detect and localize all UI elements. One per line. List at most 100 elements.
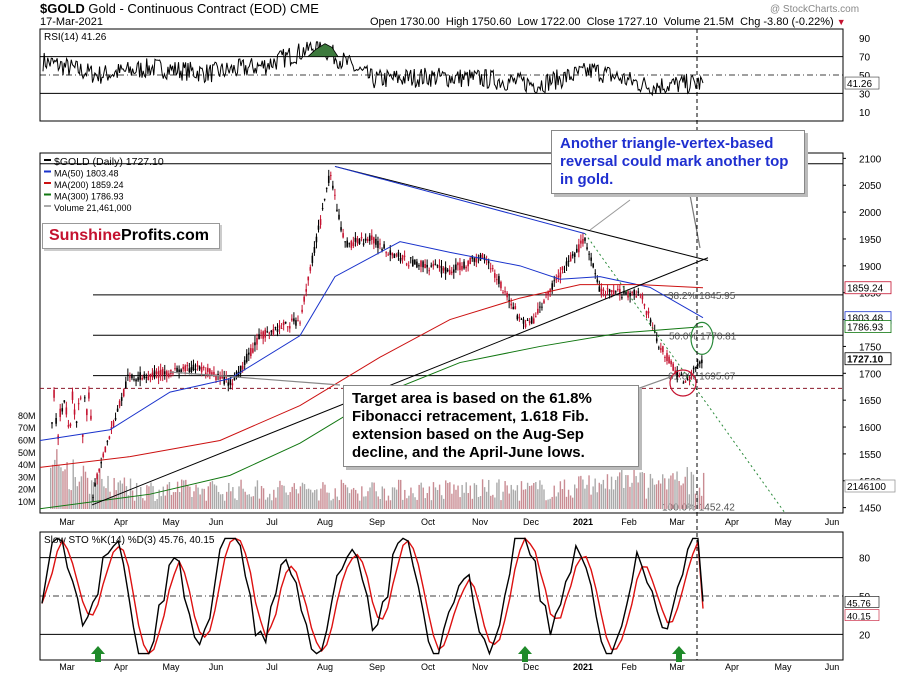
candle-body [120, 397, 123, 401]
volume-bar [258, 498, 261, 509]
price-tick-label: 1900 [859, 262, 882, 273]
volume-bar [633, 468, 635, 509]
candle-body [202, 366, 205, 368]
volume-bar [199, 494, 201, 509]
candle-body [393, 254, 396, 258]
candle-body [377, 240, 379, 248]
candle-body [297, 320, 299, 322]
ma-line-ma200 [39, 284, 704, 468]
candle-body [73, 409, 76, 415]
candle-body [617, 288, 619, 291]
candle-body [592, 263, 594, 268]
volume-bar [637, 482, 639, 509]
candle-body [647, 311, 650, 314]
price-x-label: Jun [209, 517, 224, 527]
candle-body [389, 250, 392, 255]
candle-body [61, 408, 64, 412]
volume-bar [397, 479, 400, 509]
volume-bar [580, 475, 582, 509]
candle-body [313, 246, 316, 253]
volume-bar [285, 492, 287, 509]
volume-bar [361, 486, 363, 509]
volume-bar [350, 489, 353, 509]
candle-body [563, 271, 566, 273]
candle-body [371, 235, 373, 241]
candle-body [412, 259, 414, 267]
volume-bar [451, 493, 453, 509]
candle-body [356, 238, 359, 244]
candle-body [432, 264, 435, 267]
volume-bar [639, 472, 641, 509]
price-tag-box [844, 352, 892, 366]
volume-bar [70, 490, 72, 509]
candle-body [535, 316, 537, 318]
volume-bar [131, 490, 134, 509]
candle-body [461, 265, 463, 270]
volume-bar [115, 490, 117, 509]
volume-bar [334, 488, 336, 509]
volume-bar [62, 471, 64, 509]
candle-body [336, 209, 338, 211]
candle-body [633, 289, 635, 296]
candle-body [664, 357, 666, 359]
volume-bar [357, 493, 359, 509]
candle-body [567, 260, 570, 262]
candle-body [352, 242, 355, 246]
sto-x-label: Apr [114, 662, 128, 672]
candle-body [551, 283, 553, 290]
candle-body [215, 375, 217, 381]
volume-bar [226, 491, 228, 509]
volume-bar [299, 486, 302, 509]
candle-body [325, 187, 328, 189]
sto-x-label: Jun [825, 662, 840, 672]
candle-body [309, 267, 312, 271]
volume-bar [138, 496, 140, 509]
volume-bar [592, 486, 594, 509]
candle-body [90, 415, 92, 420]
watermark: @ StockCharts.com [770, 4, 860, 15]
volume-bar [248, 494, 250, 509]
volume-bar [492, 494, 494, 509]
sto-last-box [844, 596, 880, 608]
candle-body [221, 375, 223, 379]
candle-body [485, 259, 488, 261]
volume-bar [168, 482, 171, 509]
candle-body [610, 290, 613, 292]
candle-body [446, 269, 449, 272]
volume-bar [678, 481, 680, 509]
candle-body [299, 322, 301, 324]
price-x-label: May [162, 517, 180, 527]
volume-bar [56, 449, 58, 509]
volume-bar [324, 484, 326, 509]
candle-body [641, 295, 644, 300]
volume-bar [533, 483, 535, 509]
volume-bar [508, 493, 510, 509]
volume-bar [443, 498, 445, 509]
volume-bar [445, 480, 447, 509]
candle-body [381, 249, 383, 251]
volume-bar [373, 482, 375, 509]
volume-bar [152, 486, 154, 509]
sto-x-label: Mar [59, 662, 75, 672]
volume-bar [150, 482, 152, 509]
volume-bar [291, 486, 293, 509]
candle-body [276, 329, 279, 332]
sto-x-label: Apr [725, 662, 739, 672]
volume-tag-label: 2146100 [847, 482, 886, 493]
candle-body [145, 377, 148, 379]
legend-entry: MA(300) 1786.93 [54, 192, 124, 202]
volume-bar [696, 495, 699, 509]
volume-bar [432, 482, 435, 509]
candle-body [79, 397, 82, 399]
candle-body [397, 252, 400, 257]
volume-bar [117, 482, 119, 509]
legend-entry: MA(50) 1803.48 [54, 169, 119, 179]
volume-bar [690, 471, 693, 509]
candle-body [334, 194, 336, 196]
candle-body [305, 289, 307, 292]
volume-bar [594, 478, 596, 509]
candle-body [453, 269, 455, 273]
volume-bar [336, 496, 338, 509]
candle-body [649, 319, 652, 323]
candle-body [81, 433, 84, 437]
